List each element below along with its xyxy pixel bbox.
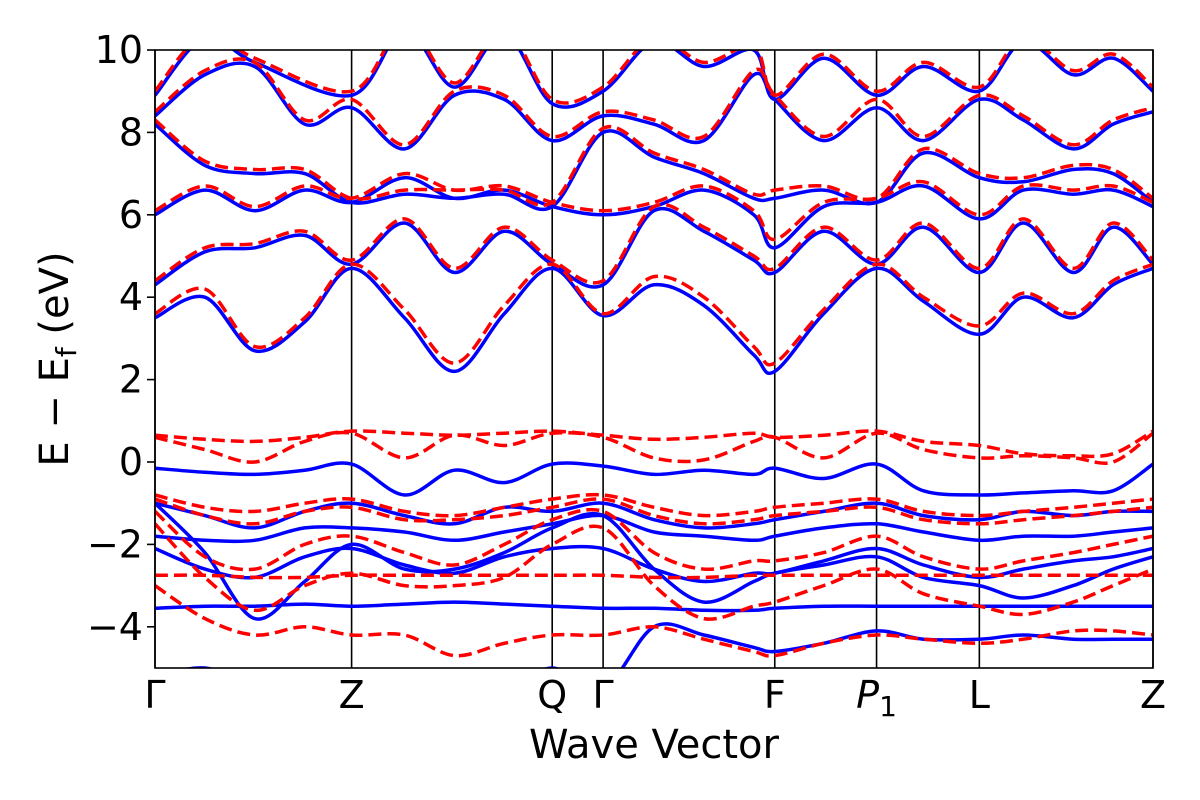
band-line bbox=[155, 266, 1153, 375]
x-tick-label: F bbox=[764, 673, 786, 717]
y-tick-label: 6 bbox=[119, 193, 143, 237]
x-tick-label: Z bbox=[339, 673, 365, 717]
y-tick-label: 10 bbox=[95, 28, 143, 72]
y-tick-label: 8 bbox=[119, 110, 143, 154]
band-line bbox=[155, 61, 1153, 151]
band-line bbox=[155, 122, 1153, 211]
band-line bbox=[155, 50, 1153, 105]
x-tick-label: Z bbox=[1140, 673, 1166, 717]
band-line bbox=[155, 513, 1153, 544]
band-line bbox=[155, 57, 1153, 147]
band-lines bbox=[155, 50, 1153, 668]
band-series-1 bbox=[155, 50, 1153, 668]
band-line bbox=[155, 507, 1153, 572]
y-axis-title: E − Ef (eV) bbox=[32, 251, 83, 466]
band-line bbox=[155, 522, 1153, 621]
x-tick-label: Γ bbox=[144, 673, 165, 717]
x-tick-label-sub: 1 bbox=[879, 690, 897, 723]
y-axis-ticks: 10 8 6 4 2 0 −2 −4 bbox=[87, 28, 155, 649]
y-tick-label: 2 bbox=[119, 358, 143, 402]
band-line bbox=[155, 461, 1153, 497]
x-tick-label: P1 bbox=[856, 673, 897, 723]
band-line bbox=[155, 584, 1153, 658]
y-axis-title-main: E − E bbox=[32, 357, 78, 467]
x-tick-label-main: P bbox=[856, 673, 879, 717]
y-axis-title-sub: f bbox=[50, 346, 83, 357]
y-axis-title-unit: (eV) bbox=[32, 251, 78, 347]
x-axis-title: Wave Vector bbox=[529, 722, 780, 768]
band-line bbox=[155, 492, 1153, 518]
x-axis-ticks: Γ Z Q Γ F P1 L Z bbox=[144, 673, 1166, 723]
band-line bbox=[155, 262, 1153, 367]
band-series-2 bbox=[155, 50, 1153, 658]
band-line bbox=[155, 171, 1153, 242]
x-tick-label: L bbox=[969, 673, 990, 717]
x-tick-label: Γ bbox=[593, 673, 614, 717]
y-tick-label: 0 bbox=[119, 440, 143, 484]
y-tick-label: −4 bbox=[87, 605, 143, 649]
band-line bbox=[183, 622, 1153, 668]
x-tick-label: Q bbox=[537, 673, 567, 717]
band-line bbox=[155, 497, 1153, 526]
y-tick-label: 4 bbox=[119, 275, 143, 319]
band-line bbox=[155, 430, 1153, 465]
band-line bbox=[155, 50, 1153, 109]
band-line bbox=[155, 600, 1153, 613]
y-tick-label: −2 bbox=[87, 522, 143, 566]
plot-frame bbox=[154, 49, 1154, 669]
band-line bbox=[155, 207, 1153, 289]
band-line bbox=[155, 175, 1153, 250]
band-line bbox=[155, 118, 1153, 207]
